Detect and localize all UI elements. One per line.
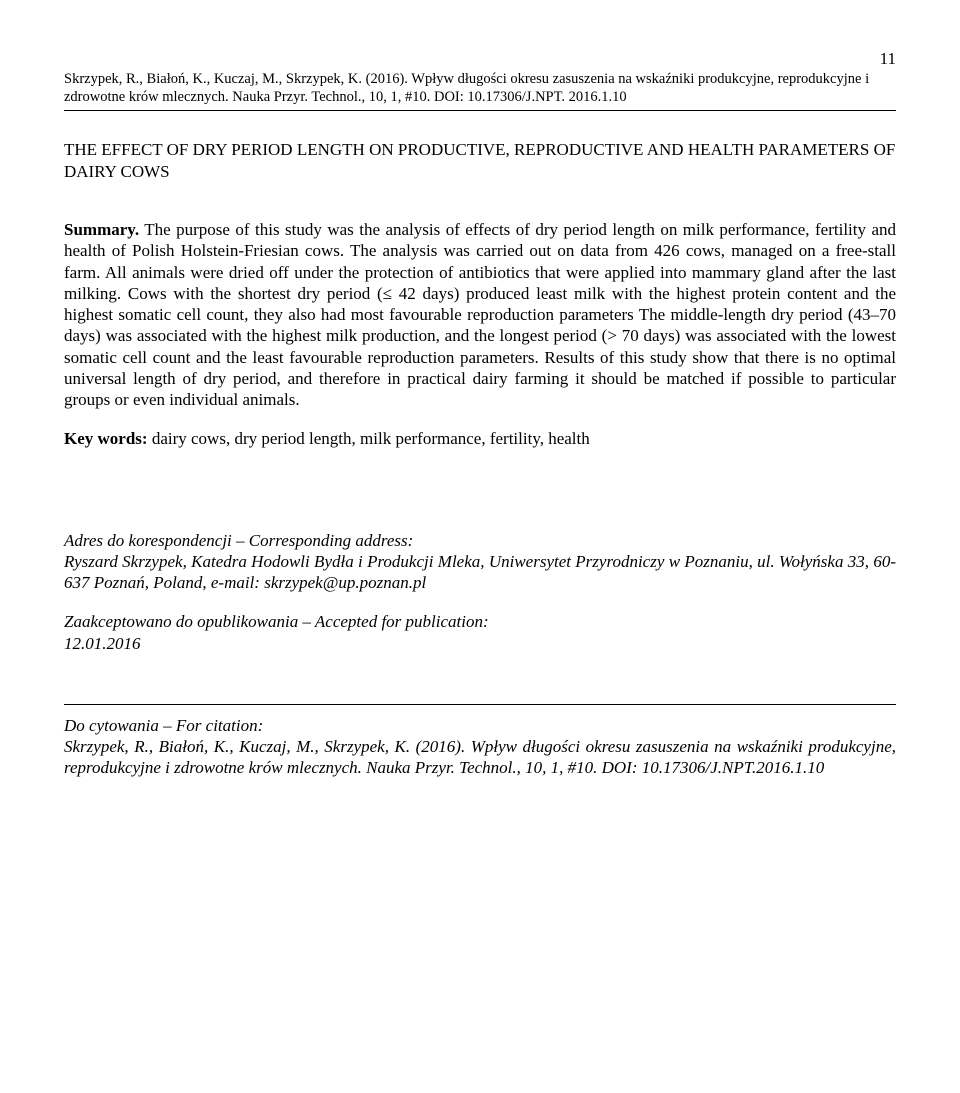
summary-text: The purpose of this study was the analys… [64, 220, 896, 409]
keywords-paragraph: Key words: dairy cows, dry period length… [64, 428, 896, 449]
corresponding-address-text: Ryszard Skrzypek, Katedra Hodowli Bydła … [64, 551, 896, 594]
accepted-heading: Zaakceptowano do opublikowania – Accepte… [64, 611, 896, 632]
accepted-date: 12.01.2016 [64, 633, 896, 654]
keywords-label: Key words: [64, 429, 148, 448]
summary-paragraph: Summary. The purpose of this study was t… [64, 219, 896, 410]
citation-text: Skrzypek, R., Białoń, K., Kuczaj, M., Sk… [64, 736, 896, 779]
citation-section: Do cytowania – For citation: Skrzypek, R… [64, 715, 896, 779]
summary-label: Summary. [64, 220, 139, 239]
footer-rule [64, 704, 896, 705]
keywords-text: dairy cows, dry period length, milk perf… [148, 429, 590, 448]
citation-heading: Do cytowania – For citation: [64, 715, 896, 736]
article-title: THE EFFECT OF DRY PERIOD LENGTH ON PRODU… [64, 139, 896, 183]
header-rule [64, 110, 896, 111]
page-number: 11 [64, 48, 896, 69]
corresponding-address-section: Adres do korespondencji – Corresponding … [64, 530, 896, 594]
accepted-section: Zaakceptowano do opublikowania – Accepte… [64, 611, 896, 654]
corresponding-address-heading: Adres do korespondencji – Corresponding … [64, 530, 896, 551]
header-citation: Skrzypek, R., Białoń, K., Kuczaj, M., Sk… [64, 71, 896, 106]
